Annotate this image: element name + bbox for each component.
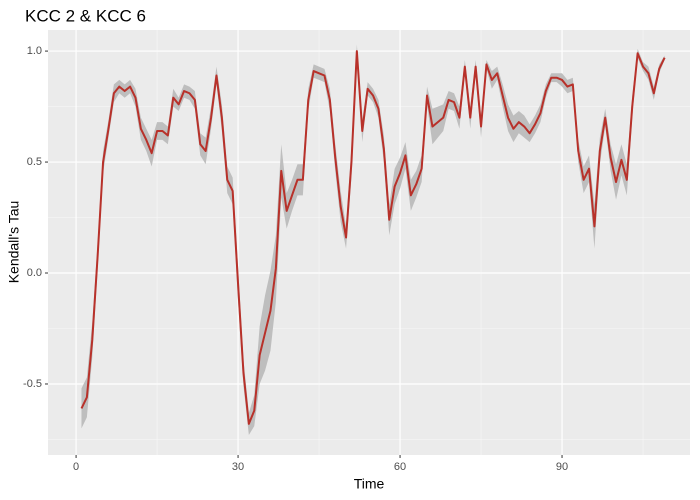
x-axis-title: Time [354, 476, 385, 492]
chart-title: KCC 2 & KCC 6 [25, 6, 146, 25]
y-tick-label: 1.0 [27, 45, 42, 57]
marks [80, 44, 666, 436]
x-tick-label: 30 [232, 461, 244, 473]
y-axis-title: Kendall's Tau [6, 201, 22, 284]
x-tick-label: 0 [73, 461, 79, 473]
line [80, 50, 666, 425]
y-tick-label: 0.0 [27, 267, 42, 279]
x-tick-label: 90 [556, 461, 568, 473]
y-tick-label: -0.5 [23, 378, 42, 390]
x-tick-label: 60 [394, 461, 406, 473]
grid [48, 30, 690, 455]
y-tick-label: 0.5 [27, 156, 42, 168]
